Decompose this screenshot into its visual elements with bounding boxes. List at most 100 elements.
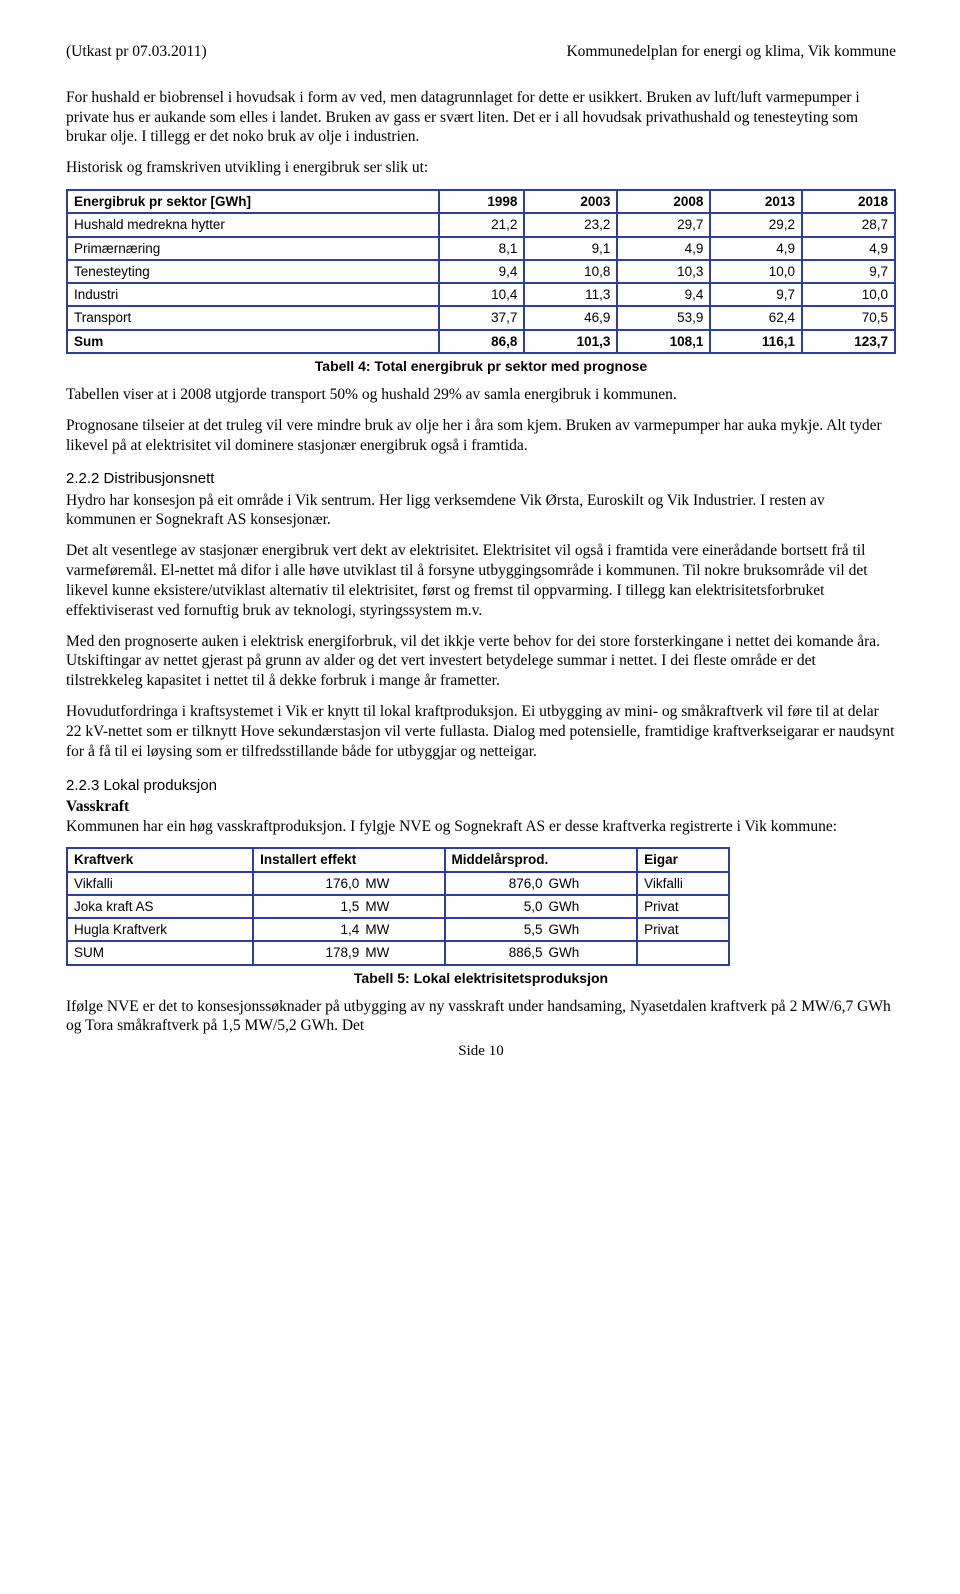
table-cell: 876,0 — [445, 872, 547, 895]
table-row: Vikfalli 176,0 MW 876,0 GWh Vikfalli — [67, 872, 729, 895]
table-cell: 123,7 — [802, 330, 895, 353]
table-cell: GWh — [547, 941, 638, 964]
table-cell: Tenesteyting — [67, 260, 439, 283]
table-row: Industri 10,4 11,3 9,4 9,7 10,0 — [67, 283, 895, 306]
table-row: Primærnæring 8,1 9,1 4,9 4,9 4,9 — [67, 237, 895, 260]
section-heading: 2.2.3 Lokal produksjon — [66, 776, 896, 795]
paragraph: Med den prognoserte auken i elektrisk en… — [66, 632, 896, 691]
table-cell: 28,7 — [802, 213, 895, 236]
table-cell: 10,0 — [710, 260, 802, 283]
table-cell: Vikfalli — [67, 872, 253, 895]
table-row: Joka kraft AS 1,5 MW 5,0 GWh Privat — [67, 895, 729, 918]
table-header-cell: Kraftverk — [67, 848, 253, 871]
table-cell: Hushald medrekna hytter — [67, 213, 439, 236]
paragraph: For hushald er biobrensel i hovudsak i f… — [66, 88, 896, 147]
table-cell: 62,4 — [710, 306, 802, 329]
table-cell: 4,9 — [710, 237, 802, 260]
table-cell: 37,7 — [439, 306, 525, 329]
table-caption: Tabell 4: Total energibruk pr sektor med… — [66, 358, 896, 376]
paragraph: Kommunen har ein høg vasskraftproduksjon… — [66, 817, 896, 837]
paragraph: Ifølge NVE er det to konsesjonssøknader … — [66, 997, 896, 1037]
table-header-cell: 1998 — [439, 190, 525, 213]
table-header-cell: Middelårsprod. — [445, 848, 638, 871]
table-cell: Industri — [67, 283, 439, 306]
table-cell: Transport — [67, 306, 439, 329]
table-cell: 23,2 — [524, 213, 617, 236]
table-cell: MW — [363, 872, 444, 895]
table-cell: Joka kraft AS — [67, 895, 253, 918]
table-cell: 4,9 — [617, 237, 710, 260]
table-cell: 10,3 — [617, 260, 710, 283]
header-left: (Utkast pr 07.03.2011) — [66, 42, 207, 62]
table-row: Kraftverk Installert effekt Middelårspro… — [67, 848, 729, 871]
table-header-cell: 2018 — [802, 190, 895, 213]
table-cell: SUM — [67, 941, 253, 964]
table-header-cell: 2003 — [524, 190, 617, 213]
table-cell: 5,5 — [445, 918, 547, 941]
table-caption: Tabell 5: Lokal elektrisitetsproduksjon — [66, 970, 896, 988]
table-cell: Privat — [637, 895, 729, 918]
table-cell: Primærnæring — [67, 237, 439, 260]
table-cell: MW — [363, 918, 444, 941]
power-table: Kraftverk Installert effekt Middelårspro… — [66, 847, 730, 965]
table-row: SUM 178,9 MW 886,5 GWh — [67, 941, 729, 964]
table-cell: 176,0 — [253, 872, 363, 895]
table-header-cell: Installert effekt — [253, 848, 444, 871]
table-row: Transport 37,7 46,9 53,9 62,4 70,5 — [67, 306, 895, 329]
table-cell: 10,4 — [439, 283, 525, 306]
table-row: Sum 86,8 101,3 108,1 116,1 123,7 — [67, 330, 895, 353]
section-heading: 2.2.2 Distribusjonsnett — [66, 469, 896, 488]
header-right: Kommunedelplan for energi og klima, Vik … — [566, 42, 896, 62]
table-cell: GWh — [547, 918, 638, 941]
table-cell: Hugla Kraftverk — [67, 918, 253, 941]
table-cell: 4,9 — [802, 237, 895, 260]
sub-label: Vasskraft — [66, 798, 129, 815]
page-footer: Side 10 — [66, 1042, 896, 1061]
table-cell: 10,8 — [524, 260, 617, 283]
table-cell: 9,7 — [710, 283, 802, 306]
table-cell: Vikfalli — [637, 872, 729, 895]
table-cell: 9,4 — [617, 283, 710, 306]
table-cell: 886,5 — [445, 941, 547, 964]
paragraph: Tabellen viser at i 2008 utgjorde transp… — [66, 385, 896, 405]
table-cell: 9,1 — [524, 237, 617, 260]
table-header-cell: Energibruk pr sektor [GWh] — [67, 190, 439, 213]
energy-table: Energibruk pr sektor [GWh] 1998 2003 200… — [66, 189, 896, 354]
table-cell: 46,9 — [524, 306, 617, 329]
table-cell: 101,3 — [524, 330, 617, 353]
table-cell: 1,5 — [253, 895, 363, 918]
table-row: Hugla Kraftverk 1,4 MW 5,5 GWh Privat — [67, 918, 729, 941]
table-cell: 178,9 — [253, 941, 363, 964]
table-cell: 1,4 — [253, 918, 363, 941]
table-header-cell: 2008 — [617, 190, 710, 213]
table-cell: 108,1 — [617, 330, 710, 353]
paragraph: Det alt vesentlege av stasjonær energibr… — [66, 541, 896, 620]
table-cell: Sum — [67, 330, 439, 353]
table-cell — [637, 941, 729, 964]
table-cell: 86,8 — [439, 330, 525, 353]
table-cell: 11,3 — [524, 283, 617, 306]
paragraph: Hovudutfordringa i kraftsystemet i Vik e… — [66, 702, 896, 761]
table-cell: 9,7 — [802, 260, 895, 283]
table-row: Tenesteyting 9,4 10,8 10,3 10,0 9,7 — [67, 260, 895, 283]
paragraph: Prognosane tilseier at det truleg vil ve… — [66, 416, 896, 456]
table-cell: 116,1 — [710, 330, 802, 353]
table-cell: Privat — [637, 918, 729, 941]
table-cell: 21,2 — [439, 213, 525, 236]
table-header-cell: Eigar — [637, 848, 729, 871]
table-cell: GWh — [547, 872, 638, 895]
table-cell: 9,4 — [439, 260, 525, 283]
table-cell: 70,5 — [802, 306, 895, 329]
table-cell: MW — [363, 941, 444, 964]
table-cell: 29,2 — [710, 213, 802, 236]
paragraph: Historisk og framskriven utvikling i ene… — [66, 158, 896, 178]
table-cell: 53,9 — [617, 306, 710, 329]
table-header-cell: 2013 — [710, 190, 802, 213]
table-cell: MW — [363, 895, 444, 918]
table-row: Energibruk pr sektor [GWh] 1998 2003 200… — [67, 190, 895, 213]
table-cell: 10,0 — [802, 283, 895, 306]
paragraph: Hydro har konsesjon på eit område i Vik … — [66, 491, 896, 531]
page-header: (Utkast pr 07.03.2011) Kommunedelplan fo… — [66, 42, 896, 62]
table-cell: 29,7 — [617, 213, 710, 236]
table-cell: GWh — [547, 895, 638, 918]
